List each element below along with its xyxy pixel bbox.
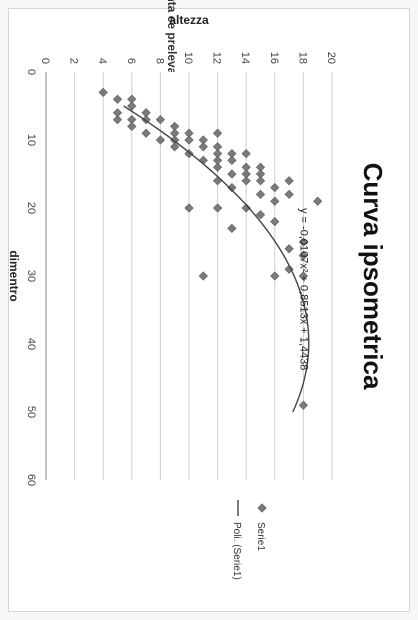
data-point-47 [184,203,194,213]
y-tick-label-10: 10 [182,52,194,64]
data-point-13 [184,128,194,138]
data-point-23 [184,148,194,159]
x-tick-label-20: 20 [25,202,37,214]
data-point-42 [255,189,266,200]
legend-diamond-marker [257,503,267,513]
data-point-0 [98,87,108,98]
x-tick-label-40: 40 [25,338,37,350]
data-point-54 [298,250,309,261]
chart-title: Curva ipsometrica [358,163,388,390]
data-point-14 [141,128,151,138]
y-tick-label-2: 2 [68,58,80,64]
data-point-53 [284,244,294,254]
data-point-26 [241,148,251,159]
data-point-46 [241,203,251,213]
data-point-4 [141,108,151,118]
data-point-32 [255,162,266,172]
data-point-31 [241,162,251,172]
data-point-2 [127,94,137,104]
data-point-5 [112,108,123,118]
x-tick-label-30: 30 [25,270,37,282]
data-point-39 [284,176,294,186]
data-point-37 [241,176,251,186]
data-point-29 [227,155,237,166]
x-axis-title: dimentro [7,250,21,301]
data-point-25 [227,148,237,159]
data-point-43 [284,189,294,200]
y-tick-label-0: 0 [39,58,51,64]
data-point-10 [127,121,137,132]
data-point-51 [227,223,237,234]
data-point-12 [170,128,180,138]
y-tick-label-4: 4 [96,58,108,64]
data-point-8 [155,114,166,125]
data-point-18 [155,135,166,145]
data-point-38 [255,176,266,186]
data-point-41 [227,182,237,193]
y-tick-label-16: 16 [268,52,280,64]
data-point-40 [270,182,280,193]
data-point-50 [270,216,280,227]
data-point-24 [212,148,223,159]
y-tick-label-20: 20 [325,52,337,64]
data-point-6 [127,114,137,125]
trendline [123,105,310,413]
data-point-52 [298,237,309,247]
x-tick-label-60: 60 [25,474,37,486]
data-point-48 [212,203,223,213]
trendline-equation: y = -0,0107x² + 0,8513x + 1,4438 [298,208,310,370]
y-tick-label-12: 12 [211,52,223,64]
data-point-30 [212,162,223,172]
y-tick-label-8: 8 [153,58,165,64]
data-point-17 [198,135,208,145]
data-point-28 [212,155,223,166]
data-point-3 [127,101,137,111]
data-point-21 [212,142,223,152]
y-tick-label-18: 18 [296,52,308,64]
data-point-56 [298,271,309,281]
data-point-1 [112,94,123,104]
y-tick-label-6: 6 [125,58,137,64]
y-tick-labels: 0 2 4 6 8 10 12 14 16 18 20 [39,52,337,64]
y-tick-label-14: 14 [239,52,251,64]
data-point-33 [227,169,237,179]
data-point-9 [112,114,123,125]
legend-item-trendline: Poli. (Serie1) [231,500,242,580]
data-point-55 [284,264,294,274]
data-point-11 [170,121,180,132]
x-tick-label-0: 0 [25,69,37,75]
legend-item-serie1: Serie1 [255,503,267,551]
data-point-58 [270,271,280,281]
data-point-45 [270,196,280,206]
legend-label-serie1: Serie1 [255,522,266,551]
data-point-15 [212,128,223,138]
x-tick-labels: 0 10 20 30 40 50 60 [25,69,37,486]
data-point-34 [241,169,251,179]
data-point-44 [313,196,323,206]
data-points [98,87,323,410]
data-point-57 [198,271,208,281]
y-axis-title: altezza [169,13,209,27]
data-point-35 [255,169,266,179]
data-point-20 [198,142,208,152]
legend: Serie1 Poli. (Serie1) [231,500,267,580]
x-tick-label-50: 50 [25,406,37,418]
data-point-22 [170,142,180,152]
x-tick-label-10: 10 [25,134,37,146]
legend-label-trendline: Poli. (Serie1) [231,522,242,580]
data-point-59 [298,400,309,410]
data-point-49 [255,210,266,220]
data-point-16 [184,135,194,145]
